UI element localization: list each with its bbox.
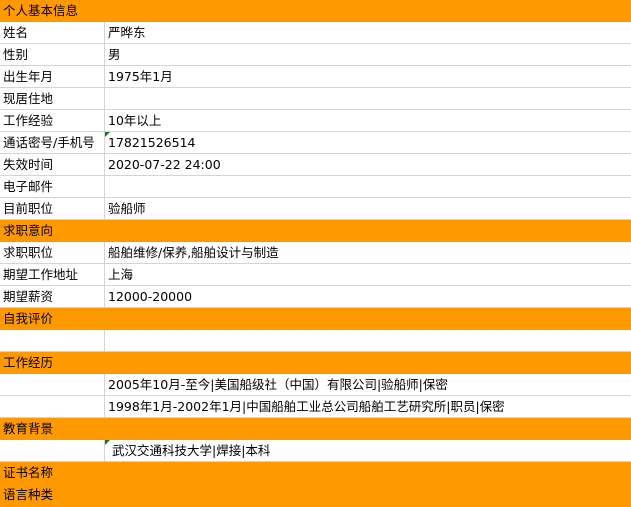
field-label: 工作经验 bbox=[0, 110, 105, 131]
section-title: 教育背景 bbox=[3, 421, 54, 436]
field-value: 17821526514 bbox=[108, 135, 196, 150]
comment-marker-icon bbox=[105, 440, 110, 445]
table-row[interactable] bbox=[0, 330, 631, 352]
table-row[interactable]: 武汉交通科技大学|焊接|本科 bbox=[0, 440, 631, 462]
work-entry[interactable]: 1998年1月-2002年1月|中国船舶工业总公司船舶工艺研究所|职员|保密 bbox=[108, 399, 505, 414]
section-header-intent[interactable]: 求职意向 bbox=[0, 220, 631, 242]
comment-marker-icon bbox=[105, 132, 110, 137]
table-row[interactable]: 电子邮件 bbox=[0, 176, 631, 198]
field-label: 失效时间 bbox=[0, 154, 105, 175]
section-title: 个人基本信息 bbox=[3, 3, 79, 18]
section-header-language[interactable]: 语言种类 bbox=[0, 484, 631, 507]
section-title: 证书名称 bbox=[3, 465, 54, 480]
section-title: 语言种类 bbox=[3, 487, 54, 502]
table-row[interactable]: 工作经验 10年以上 bbox=[0, 110, 631, 132]
section-header-work[interactable]: 工作经历 bbox=[0, 352, 631, 374]
field-label: 通话密号/手机号 bbox=[0, 132, 105, 153]
section-header-basic[interactable]: 个人基本信息 bbox=[0, 0, 631, 22]
field-value[interactable] bbox=[105, 88, 631, 109]
field-label: 现居住地 bbox=[0, 88, 105, 109]
field-value[interactable]: 上海 bbox=[108, 267, 134, 282]
field-label: 性别 bbox=[0, 44, 105, 65]
section-title: 自我评价 bbox=[3, 311, 54, 326]
table-row[interactable]: 通话密号/手机号 17821526514 bbox=[0, 132, 631, 154]
table-row[interactable]: 现居住地 bbox=[0, 88, 631, 110]
table-row[interactable]: 期望工作地址 上海 bbox=[0, 264, 631, 286]
field-value[interactable]: 2020-07-22 24:00 bbox=[108, 157, 221, 172]
table-row[interactable]: 失效时间 2020-07-22 24:00 bbox=[0, 154, 631, 176]
section-header-certificate[interactable]: 证书名称 bbox=[0, 462, 631, 484]
field-value[interactable]: 船舶维修/保养,船舶设计与制造 bbox=[108, 245, 279, 260]
field-label: 电子邮件 bbox=[0, 176, 105, 197]
section-title: 工作经历 bbox=[3, 355, 54, 370]
self-evaluation-value[interactable] bbox=[105, 330, 631, 351]
field-value[interactable]: 12000-20000 bbox=[108, 289, 193, 304]
table-row[interactable]: 目前职位 验船师 bbox=[0, 198, 631, 220]
table-row[interactable]: 出生年月 1975年1月 bbox=[0, 66, 631, 88]
work-entry[interactable]: 2005年10月-至今|美国船级社（中国）有限公司|验船师|保密 bbox=[108, 377, 448, 392]
field-label: 期望薪资 bbox=[0, 286, 105, 307]
table-row[interactable]: 性别男 bbox=[0, 44, 631, 66]
empty-cell[interactable] bbox=[0, 396, 105, 417]
field-value[interactable]: 男 bbox=[108, 47, 121, 62]
field-value-cell[interactable]: 17821526514 bbox=[105, 132, 631, 153]
field-label: 姓名 bbox=[0, 22, 105, 43]
field-value[interactable]: 10年以上 bbox=[108, 113, 162, 128]
empty-cell[interactable] bbox=[0, 374, 105, 395]
table-row[interactable]: 1998年1月-2002年1月|中国船舶工业总公司船舶工艺研究所|职员|保密 bbox=[0, 396, 631, 418]
section-header-self-evaluation[interactable]: 自我评价 bbox=[0, 308, 631, 330]
education-entry: 武汉交通科技大学|焊接|本科 bbox=[112, 443, 271, 458]
table-row[interactable]: 求职职位 船舶维修/保养,船舶设计与制造 bbox=[0, 242, 631, 264]
field-label: 期望工作地址 bbox=[0, 264, 105, 285]
field-value[interactable] bbox=[105, 176, 631, 197]
field-value[interactable]: 严晔东 bbox=[108, 25, 146, 40]
section-header-education[interactable]: 教育背景 bbox=[0, 418, 631, 440]
empty-cell[interactable] bbox=[0, 440, 105, 461]
table-row[interactable]: 2005年10月-至今|美国船级社（中国）有限公司|验船师|保密 bbox=[0, 374, 631, 396]
education-entry-cell[interactable]: 武汉交通科技大学|焊接|本科 bbox=[105, 440, 631, 461]
table-row[interactable]: 姓名 严晔东 bbox=[0, 22, 631, 44]
field-label: 求职职位 bbox=[0, 242, 105, 263]
field-label: 出生年月 bbox=[0, 66, 105, 87]
field-value[interactable]: 验船师 bbox=[108, 201, 146, 216]
field-value[interactable]: 1975年1月 bbox=[108, 69, 173, 84]
table-row[interactable]: 期望薪资 12000-20000 bbox=[0, 286, 631, 308]
empty-cell[interactable] bbox=[0, 330, 105, 351]
field-label: 目前职位 bbox=[0, 198, 105, 219]
section-title: 求职意向 bbox=[3, 223, 54, 238]
